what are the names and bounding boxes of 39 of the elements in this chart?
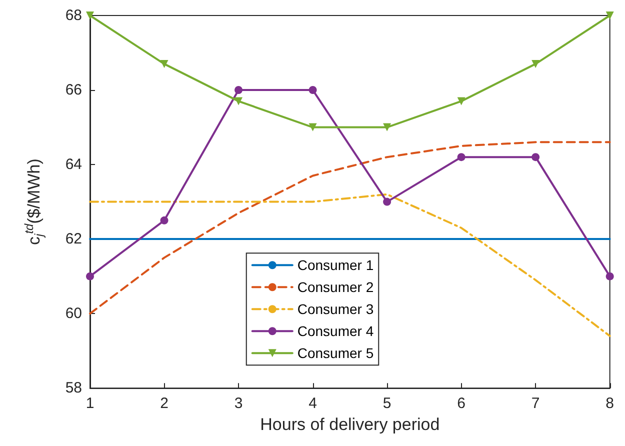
point bbox=[457, 97, 466, 106]
point bbox=[606, 272, 614, 280]
point bbox=[160, 60, 168, 68]
point bbox=[86, 12, 94, 20]
x-tick-label: 3 bbox=[234, 395, 243, 412]
y-tick-label: 66 bbox=[65, 82, 82, 99]
y-tick-label: 62 bbox=[65, 230, 82, 248]
point bbox=[308, 86, 317, 94]
legend-label: Consumer 1 bbox=[297, 257, 374, 274]
x-tick-label: 8 bbox=[606, 395, 614, 412]
point bbox=[234, 97, 243, 106]
point bbox=[160, 216, 168, 224]
y-tick-label: 60 bbox=[65, 305, 82, 322]
legend-label: Consumer 4 bbox=[297, 323, 374, 340]
line-series bbox=[89, 141, 611, 315]
x-tick-label: 7 bbox=[531, 395, 540, 412]
legend-label: Consumer 2 bbox=[297, 279, 374, 296]
x-tick-label: 6 bbox=[457, 395, 466, 412]
point bbox=[606, 12, 614, 20]
point bbox=[383, 198, 392, 206]
x-tick-label: 2 bbox=[160, 395, 168, 412]
point bbox=[532, 60, 540, 68]
x-tick-label: 4 bbox=[308, 395, 317, 412]
point bbox=[86, 272, 94, 280]
point bbox=[383, 123, 392, 132]
x-axis-title: Hours of delivery period bbox=[260, 415, 440, 434]
point bbox=[234, 86, 243, 94]
line-series bbox=[89, 193, 611, 337]
y-tick-label: 64 bbox=[65, 156, 82, 174]
x-tick-label: 5 bbox=[382, 395, 392, 412]
legend-label: Consumer 5 bbox=[297, 345, 374, 362]
y-tick-label: 68 bbox=[65, 7, 82, 24]
legend-label: Consumer 3 bbox=[297, 301, 374, 318]
point bbox=[532, 153, 540, 162]
point bbox=[308, 123, 317, 132]
x-tick-label: 1 bbox=[86, 395, 94, 412]
y-axis-title: cjtd($/MWh) bbox=[22, 158, 46, 245]
point bbox=[457, 153, 466, 162]
y-tick-label: 58 bbox=[65, 380, 82, 397]
